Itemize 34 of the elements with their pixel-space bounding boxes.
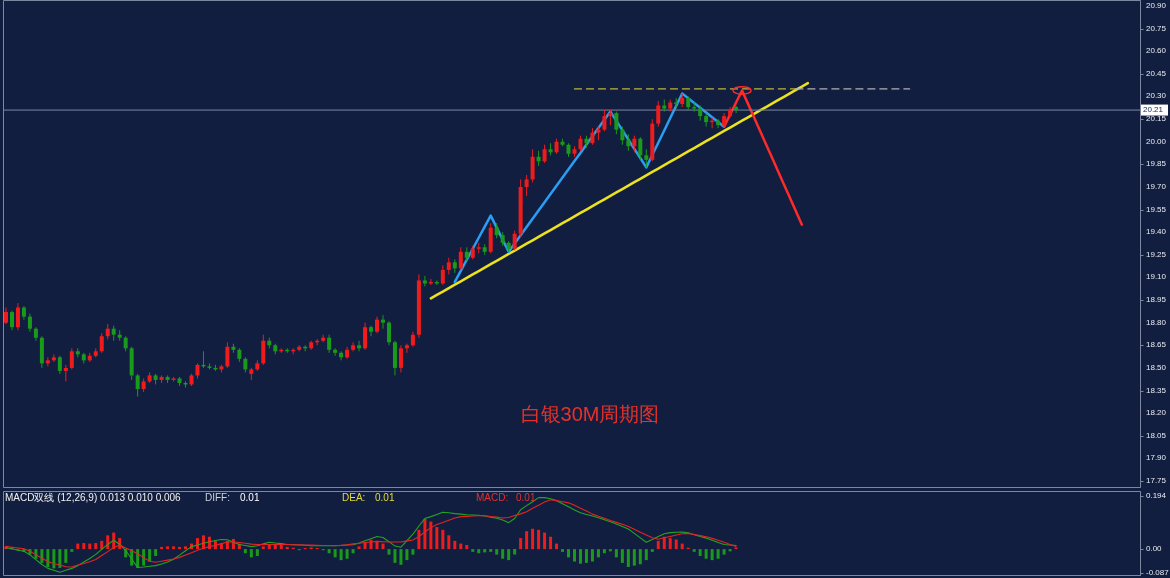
annotation: DIFF: [205, 492, 230, 503]
y-tick-label: 19.70 [1146, 181, 1167, 191]
annotation: MACD双线 (12,26,9) 0.013 0.010 0.006 [5, 492, 182, 503]
y-tick-label: 20.00 [1146, 136, 1167, 146]
y-tick-label: 19.10 [1146, 272, 1167, 282]
annotation: 0.01 [375, 492, 395, 503]
y-tick-label: 20.15 [1146, 114, 1167, 124]
annotation: DEA: [342, 492, 366, 503]
y-tick-label: 20.75 [1146, 23, 1167, 33]
annotation: 白银30M周期图 [520, 403, 660, 425]
y-tick-label: 18.35 [1146, 385, 1167, 395]
y-tick-label: 20.45 [1146, 68, 1167, 78]
y-tick-label: 19.25 [1146, 249, 1167, 259]
y-tick-label: 17.90 [1146, 453, 1167, 463]
annotation: 0.01 [516, 492, 536, 503]
annotation: 0.01 [240, 492, 260, 503]
y-tick-label: 18.05 [1146, 430, 1167, 440]
y-tick-label: 18.80 [1146, 317, 1167, 327]
y-tick-label: 18.20 [1146, 408, 1167, 418]
ref-line-label: 20.21 [1143, 105, 1164, 115]
y-tick-label: 0.194 [1146, 490, 1167, 500]
y-tick-label: 18.95 [1146, 295, 1167, 305]
y-tick-label: 20.30 [1146, 91, 1167, 101]
annotation: MACD: [476, 492, 509, 503]
y-tick-label: 20.90 [1146, 1, 1167, 11]
y-tick-label: 20.60 [1146, 46, 1167, 56]
y-tick-label: 0.00 [1146, 544, 1163, 554]
y-tick-label: 17.75 [1146, 475, 1167, 485]
y-tick-label: 19.40 [1146, 227, 1167, 237]
y-tick-label: 18.50 [1146, 362, 1167, 372]
y-tick-label: 18.65 [1146, 340, 1167, 350]
y-tick-label: 19.55 [1146, 204, 1167, 214]
y-tick-label: 19.85 [1146, 159, 1167, 169]
y-tick-label: -0.087 [1146, 568, 1170, 578]
